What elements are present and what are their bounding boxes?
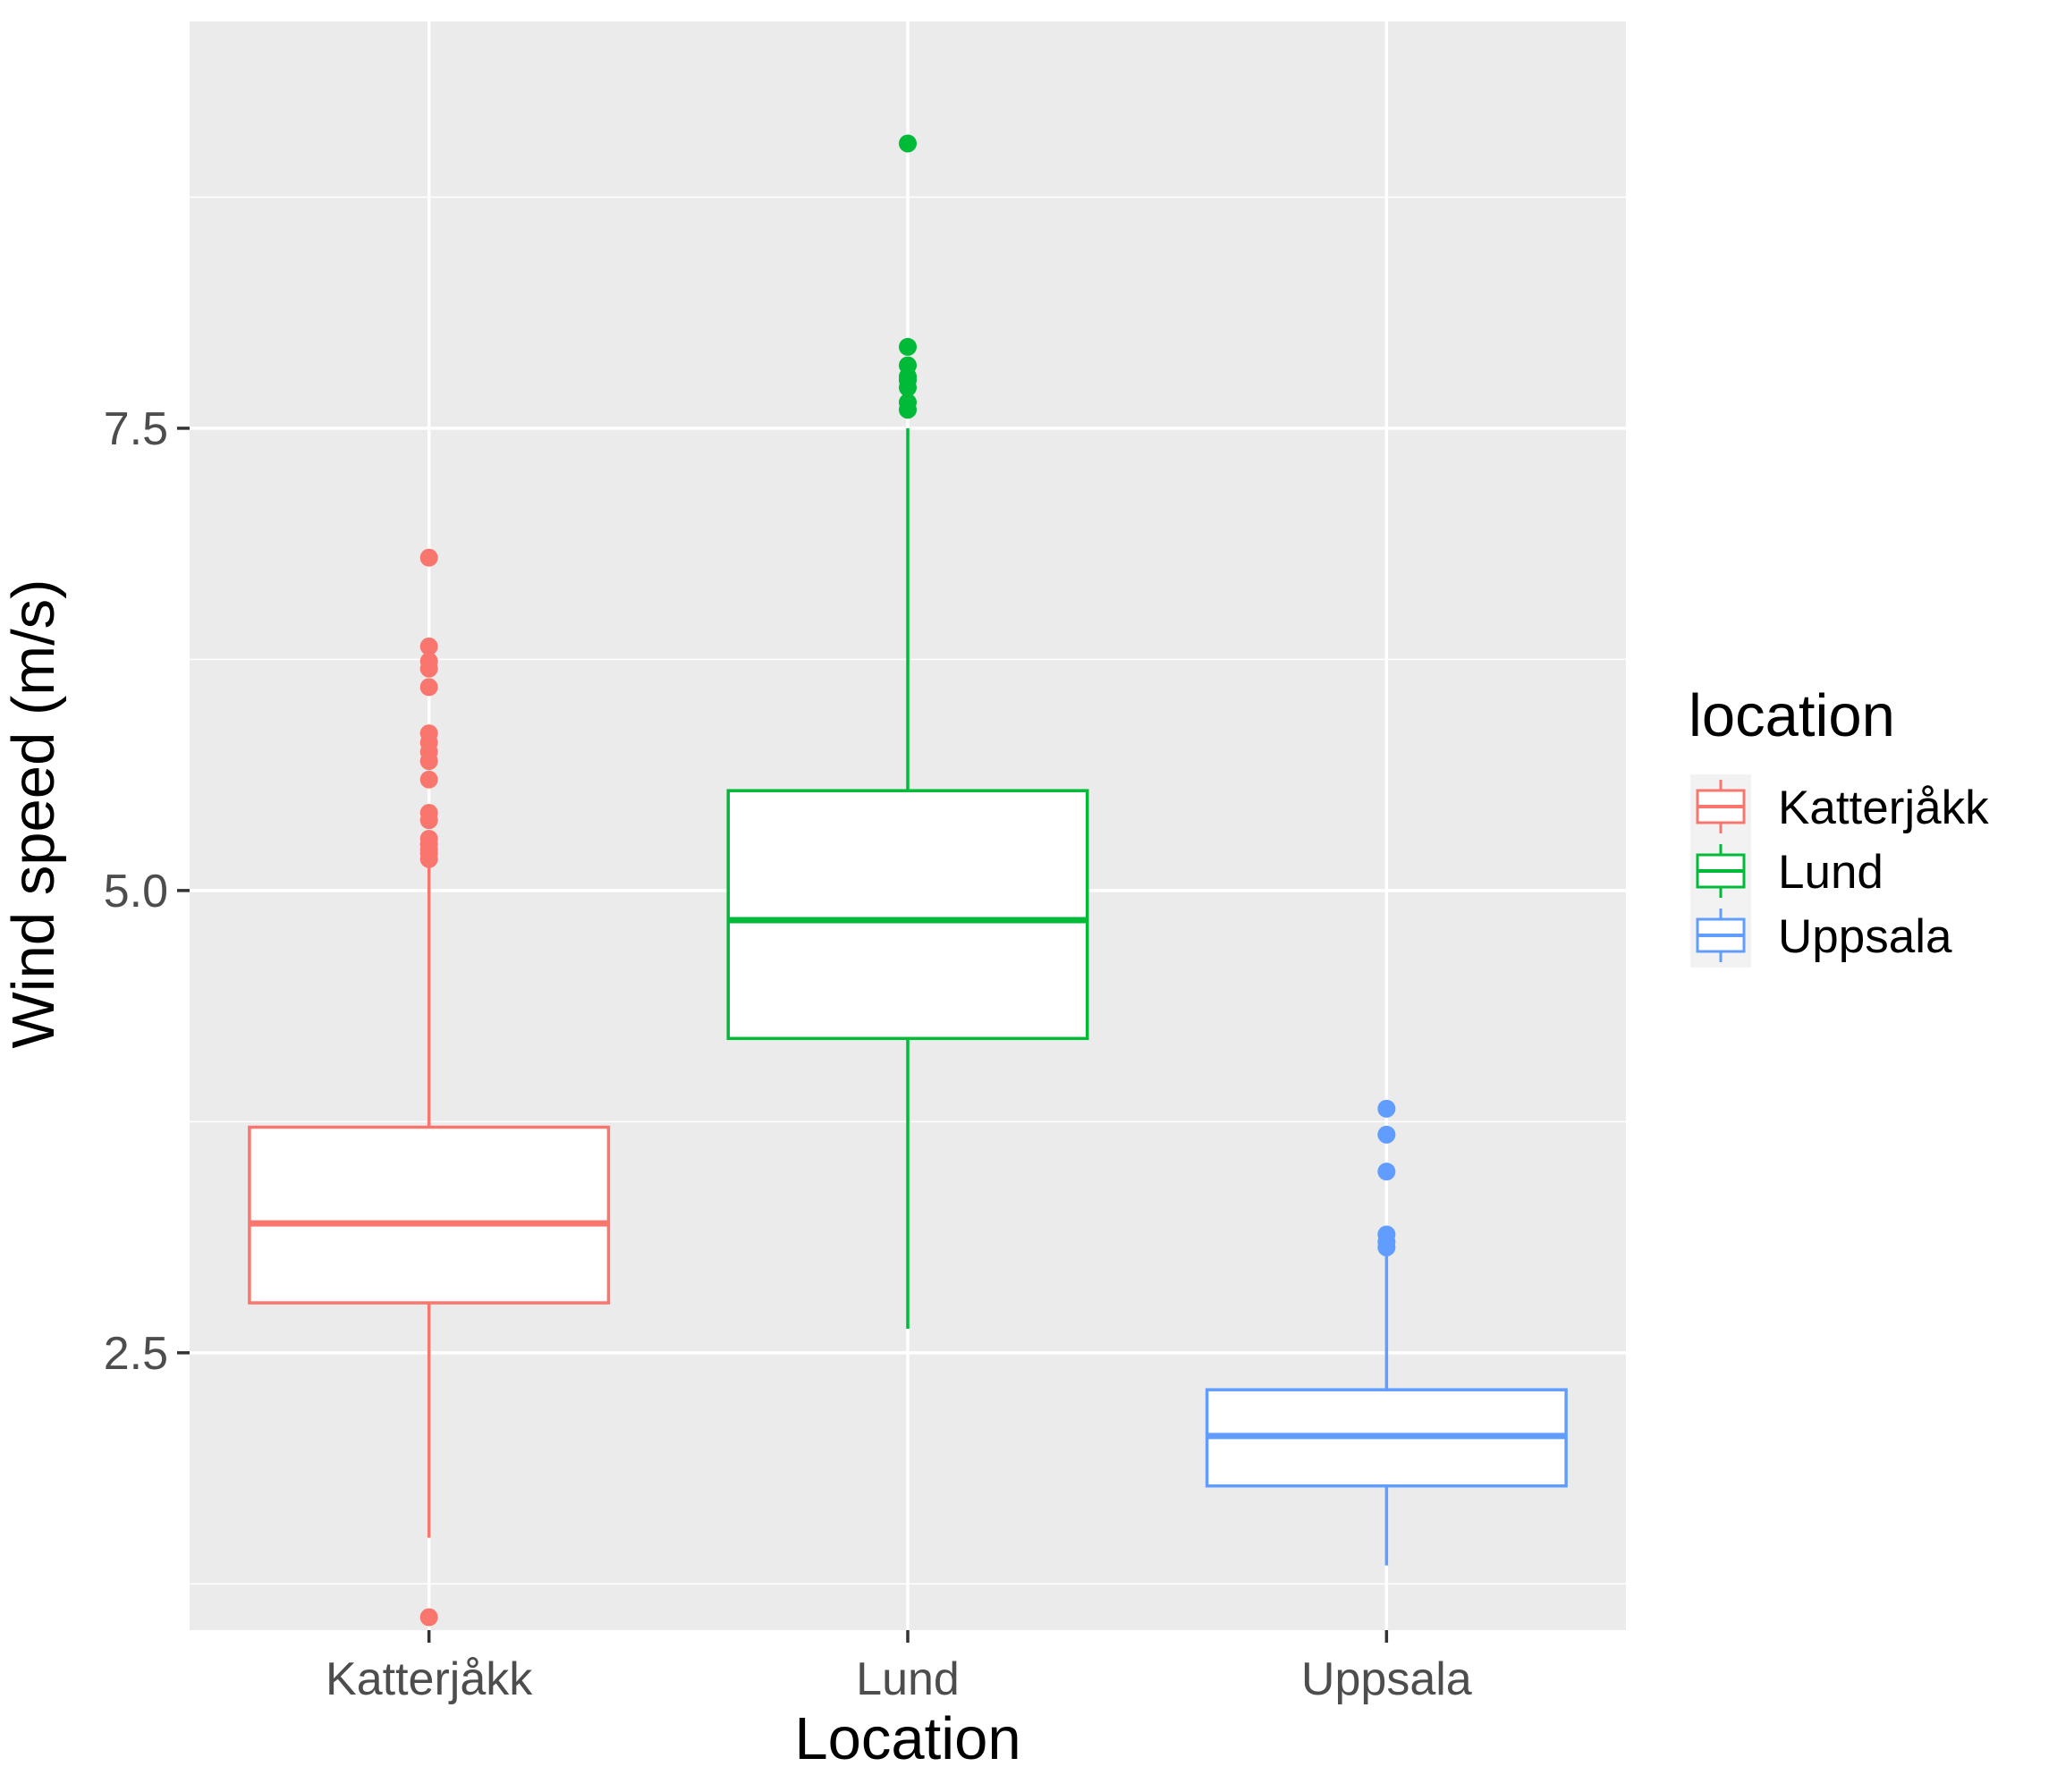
- outlier-point: [899, 393, 917, 411]
- legend-title: location: [1689, 682, 1895, 749]
- legend-label: Uppsala: [1778, 910, 1952, 963]
- x-tick-label: Lund: [856, 1653, 960, 1705]
- outlier-point: [419, 829, 438, 848]
- legend: location Katterjåkk Lund Uppsala: [1689, 682, 1989, 968]
- y-tick-label: 2.5: [104, 1328, 168, 1380]
- axes: 2.5 5.0 7.5 Katterjåkk Lund Uppsala: [104, 403, 1472, 1705]
- outlier-point: [1377, 1125, 1396, 1144]
- x-tick-label: Katterjåkk: [326, 1653, 533, 1705]
- y-tick-label: 5.0: [104, 866, 168, 917]
- outlier-point: [419, 724, 438, 743]
- boxplot-lund: [726, 134, 1089, 1329]
- outlier-point: [899, 134, 917, 153]
- y-tick-label: 7.5: [104, 403, 168, 455]
- boxplot-uppsala: [1205, 1099, 1568, 1566]
- outlier-point: [1377, 1162, 1396, 1181]
- boxplot-katterjåkk: [248, 548, 611, 1627]
- outlier-point: [899, 337, 917, 356]
- outlier-point: [419, 1608, 438, 1627]
- outlier-point: [1377, 1225, 1396, 1244]
- box: [726, 789, 1089, 1041]
- legend-item-uppsala: Uppsala: [1690, 903, 1952, 968]
- box: [248, 1125, 611, 1305]
- x-axis-title: Location: [794, 1705, 1020, 1772]
- outlier-point: [419, 770, 438, 789]
- legend-item-katterjåkk: Katterjåkk: [1690, 774, 1989, 839]
- legend-label: Lund: [1778, 846, 1883, 899]
- y-axis-title: Wind speed (m/s): [0, 579, 67, 1049]
- legend-label: Katterjåkk: [1778, 782, 1989, 834]
- outlier-point: [1377, 1099, 1396, 1118]
- outlier-point: [419, 652, 438, 671]
- legend-item-lund: Lund: [1690, 839, 1883, 903]
- outlier-point: [419, 804, 438, 823]
- outlier-point: [419, 678, 438, 697]
- outlier-point: [419, 637, 438, 655]
- x-tick-label: Uppsala: [1301, 1653, 1472, 1705]
- plot-marks: [248, 134, 1568, 1627]
- outlier-point: [419, 548, 438, 567]
- outlier-point: [899, 356, 917, 375]
